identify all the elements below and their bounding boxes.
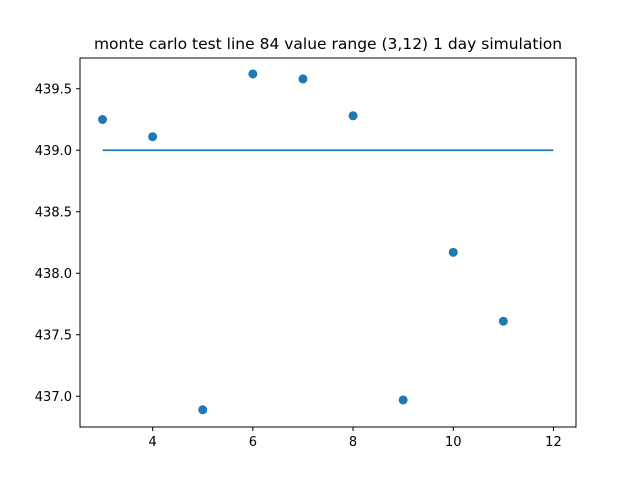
scatter-point bbox=[98, 115, 108, 124]
x-tick-label: 12 bbox=[545, 435, 562, 450]
x-tick-label: 4 bbox=[149, 435, 157, 450]
y-tick-label: 437.0 bbox=[35, 390, 72, 405]
chart-title: monte carlo test line 84 value range (3,… bbox=[94, 35, 562, 53]
x-tick-label: 10 bbox=[445, 435, 462, 450]
scatter-point bbox=[348, 111, 358, 121]
scatter-point bbox=[248, 69, 258, 79]
plot-frame bbox=[79, 57, 577, 428]
y-axis: 437.0 437.5 438.0 438.5 439.0 439.5 bbox=[35, 82, 80, 405]
y-tick-label: 437.5 bbox=[35, 328, 72, 343]
y-tick-label: 438.0 bbox=[35, 267, 72, 282]
y-tick-label: 439.5 bbox=[35, 82, 72, 97]
scatter-point bbox=[298, 74, 308, 84]
scatter-point bbox=[398, 395, 408, 405]
scatter-point bbox=[148, 132, 158, 142]
x-axis: 4 6 8 10 12 bbox=[149, 427, 562, 450]
x-tick-label: 6 bbox=[249, 435, 257, 450]
y-tick-label: 439.0 bbox=[35, 144, 72, 159]
scatter-point bbox=[198, 405, 208, 415]
scatter-point bbox=[448, 247, 458, 257]
x-tick-label: 8 bbox=[349, 435, 357, 450]
y-tick-label: 438.5 bbox=[35, 205, 72, 220]
scatter-point bbox=[498, 316, 508, 326]
